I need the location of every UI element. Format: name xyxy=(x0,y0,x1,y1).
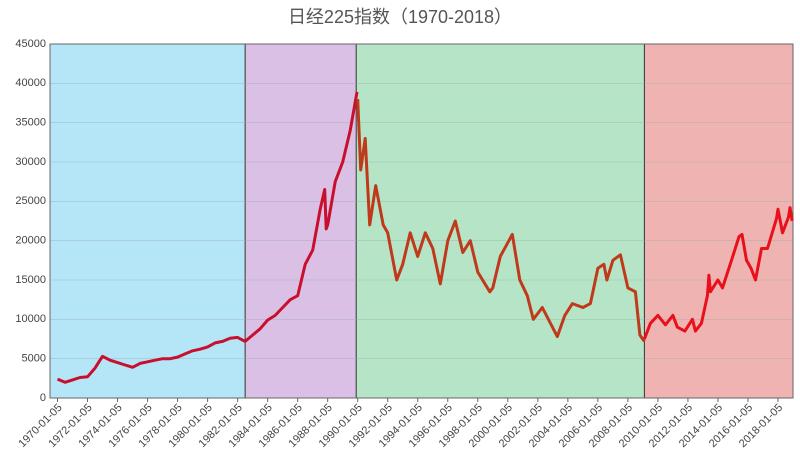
period-band xyxy=(356,44,645,398)
y-tick-label: 5000 xyxy=(22,353,46,365)
y-tick-label: 45000 xyxy=(15,38,46,50)
period-band xyxy=(245,44,357,398)
y-tick-label: 10000 xyxy=(15,313,46,325)
chart-title: 日经225指数（1970-2018） xyxy=(288,7,512,27)
index-line xyxy=(356,99,646,343)
y-tick-label: 35000 xyxy=(15,117,46,129)
y-tick-label: 40000 xyxy=(15,77,46,89)
period-band xyxy=(644,44,793,398)
y-tick-label: 0 xyxy=(40,392,46,404)
plot-border xyxy=(49,43,794,399)
y-tick-label: 20000 xyxy=(15,235,46,247)
index-line xyxy=(56,91,359,384)
y-tick-label: 30000 xyxy=(15,156,46,168)
period-band xyxy=(50,44,246,398)
y-tick-label: 25000 xyxy=(15,195,46,207)
index-line xyxy=(642,206,794,340)
y-tick-label: 15000 xyxy=(15,274,46,286)
